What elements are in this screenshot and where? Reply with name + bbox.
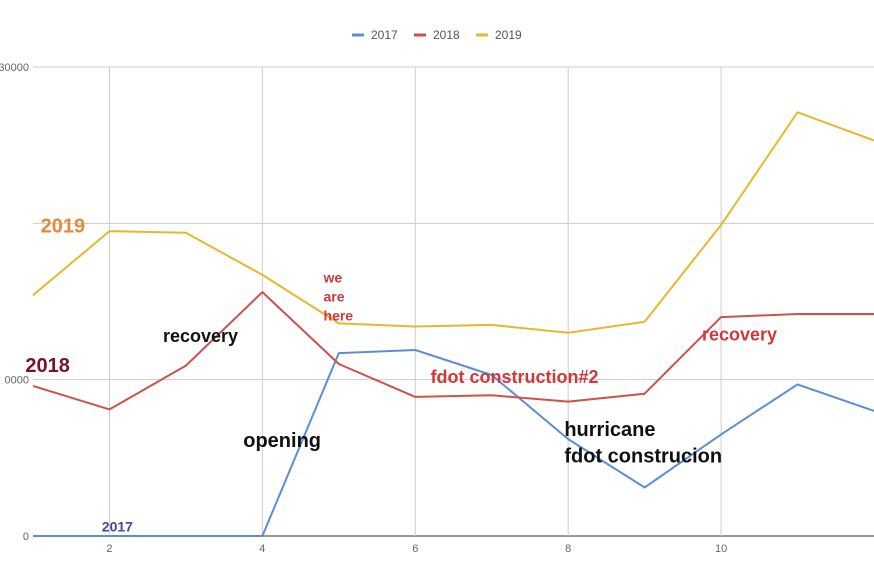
annotation-label: fdot construcion (564, 446, 722, 468)
annotation-label: here (324, 307, 354, 323)
x-tick-label: 2 (106, 543, 112, 555)
y-tick-label: 0 (23, 531, 29, 543)
annotation-label: we (323, 270, 343, 286)
annotation-label: recovery (702, 325, 777, 345)
annotation-label: fdot construction#2 (431, 367, 599, 387)
annotation-label: 2017 (102, 518, 133, 534)
annotation-label: opening (243, 430, 321, 452)
chart-legend: 2017 2018 2019 (352, 28, 522, 42)
series-line-2019 (32, 111, 874, 334)
annotation-label: are (324, 289, 345, 305)
x-tick-label: 6 (412, 543, 418, 555)
x-tick-label: 8 (565, 543, 571, 555)
annotation-label: hurricane (564, 419, 655, 441)
chart-series (32, 111, 874, 537)
chart-grid (33, 66, 874, 537)
series-line-2018 (32, 291, 874, 411)
y-tick-label: 0000 (5, 375, 29, 387)
annotation-label: 2019 (41, 216, 86, 238)
legend-label: 2018 (433, 28, 460, 42)
annotation-label: recovery (163, 326, 238, 346)
annotation-label: 2018 (25, 355, 70, 377)
x-tick-label: 10 (715, 543, 727, 555)
legend-label: 2017 (371, 28, 398, 42)
legend-label: 2019 (495, 28, 522, 42)
x-axis-ticks: 2 4 6 8 10 (106, 543, 727, 555)
series-line-2017 (33, 349, 874, 537)
chart-annotations: 2019 2018 2017 recovery opening we are here fdot… (25, 216, 777, 535)
x-tick-label: 4 (259, 543, 265, 555)
y-tick-label: 30000 (0, 62, 29, 74)
